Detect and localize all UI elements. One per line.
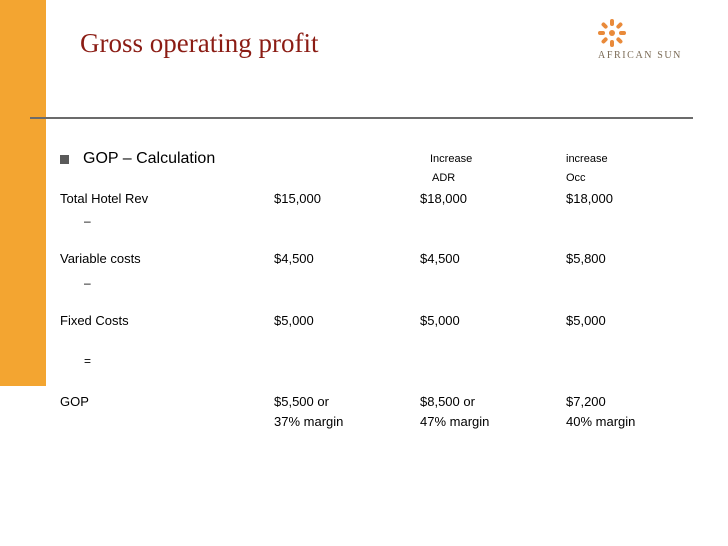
row-label: Total Hotel Rev (60, 191, 149, 206)
table-cell: $5,000 (566, 313, 606, 328)
minus-operator: – (84, 214, 91, 228)
table-cell: 47% margin (420, 414, 490, 429)
table-cell: $4,500 (274, 251, 314, 266)
minus-operator: – (84, 276, 91, 290)
row-label: GOP (60, 394, 89, 409)
header-adr-line1: Increase (430, 153, 473, 165)
logo-text: AFRICAN SUN (598, 50, 683, 61)
table-cell: $5,800 (566, 251, 606, 266)
table-cell: $18,000 (566, 191, 613, 206)
table-cell: $15,000 (274, 191, 321, 206)
equals-operator: = (84, 354, 92, 368)
table-cell: $7,200 (566, 394, 606, 409)
table-cell: $18,000 (420, 191, 467, 206)
sun-icon (598, 19, 626, 47)
table-cell: 40% margin (566, 414, 636, 429)
header-occ-line2: Occ (566, 172, 586, 184)
header-adr-line2: ADR (432, 172, 456, 184)
section-heading: GOP – Calculation (60, 150, 215, 168)
table-cell: $8,500 or (420, 394, 475, 409)
row-label: Variable costs (60, 251, 141, 266)
page-title: Gross operating profit (80, 28, 319, 58)
heading-text: GOP – Calculation (83, 150, 216, 167)
header-occ-line1: increase (566, 153, 608, 165)
bullet-icon (60, 154, 69, 164)
table-cell: $4,500 (420, 251, 460, 266)
table-cell: 37% margin (274, 414, 344, 429)
table-cell: $5,000 (274, 313, 314, 328)
title-rule (30, 117, 693, 119)
african-sun-logo: AFRICAN SUN (598, 16, 694, 70)
row-label: Fixed Costs (60, 313, 129, 328)
table-cell: $5,500 or (274, 394, 329, 409)
accent-bar (0, 0, 46, 386)
table-cell: $5,000 (420, 313, 460, 328)
